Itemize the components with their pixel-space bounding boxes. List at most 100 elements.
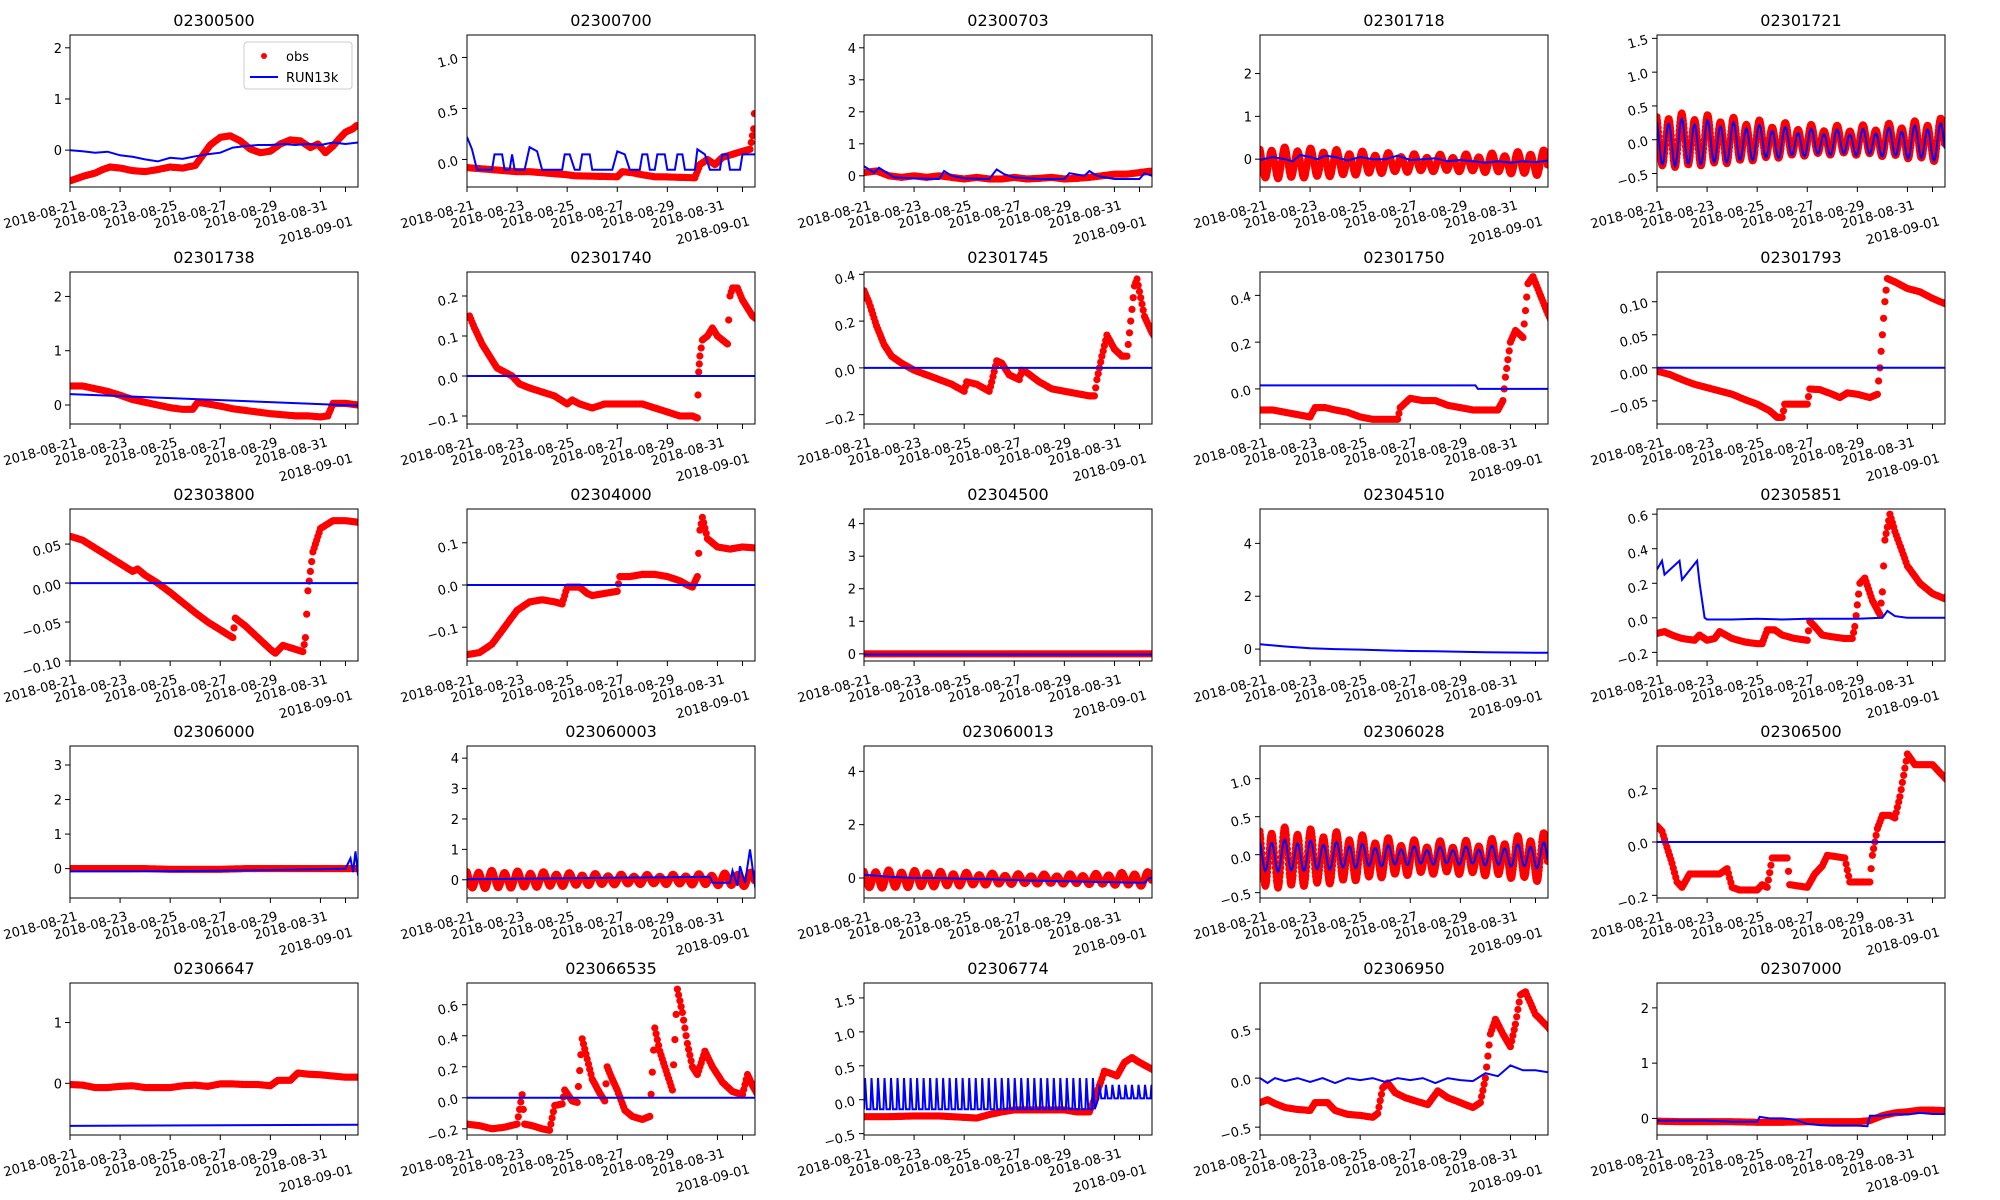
obs-point — [1124, 340, 1132, 349]
model-series-line — [70, 851, 358, 876]
obs-point — [1158, 650, 1165, 657]
y-tick-label: 1.5 — [1626, 33, 1650, 53]
subplot-title: 02301750 — [1363, 248, 1444, 267]
y-tick-label: 0.5 — [436, 103, 460, 123]
subplot-title: 02301793 — [1760, 248, 1841, 267]
y-tick-label: 1.0 — [436, 52, 460, 72]
obs-point — [1552, 327, 1559, 334]
obs-point — [366, 402, 373, 409]
obs-point — [1138, 300, 1146, 308]
subplot-title: 02300500 — [173, 11, 254, 30]
obs-point — [1155, 650, 1162, 657]
y-tick-label: 0.5 — [1626, 100, 1650, 120]
obs-point — [1803, 400, 1811, 408]
obs-point — [760, 319, 767, 326]
y-tick-label: 0 — [54, 144, 62, 159]
obs-point — [1942, 593, 1945, 601]
subplot-02301738: 023017380122018-08-212018-08-232018-08-2… — [2, 248, 373, 485]
subplot-02301721: 02301721−0.50.00.51.01.52018-08-212018-0… — [1589, 11, 1946, 248]
subplot-02304500: 02304500012342018-08-212018-08-232018-08… — [796, 485, 1165, 722]
obs-point — [1092, 384, 1100, 392]
plot-area — [70, 382, 373, 421]
obs-point — [613, 587, 621, 595]
legend-label-model: RUN13k — [286, 71, 339, 86]
obs-point — [747, 138, 755, 147]
axes-frame — [466, 34, 756, 188]
obs-point — [614, 580, 623, 588]
obs-point — [1137, 294, 1145, 302]
model-series-line — [1657, 116, 1945, 169]
subplot-02300500: 023005000122018-08-212018-08-232018-08-2… — [2, 11, 359, 248]
plot-area — [864, 650, 1165, 658]
plot-area — [864, 165, 1152, 183]
obs-point — [360, 520, 367, 527]
y-tick-label: 0.00 — [31, 577, 63, 599]
axes-frame — [1259, 34, 1549, 188]
y-tick-label: 3 — [848, 74, 856, 89]
obs-point — [1123, 352, 1131, 360]
subplot-title: 02306000 — [173, 722, 254, 741]
plot-area — [70, 517, 373, 657]
y-tick-label: 0 — [848, 170, 856, 185]
obs-point — [1951, 580, 1958, 587]
obs-point — [364, 402, 371, 409]
obs-point — [694, 391, 702, 399]
plot-area — [467, 284, 770, 422]
obs-point — [1139, 306, 1147, 314]
obs-point — [1946, 589, 1953, 596]
y-tick-label: 0.0 — [1229, 383, 1253, 403]
subplot-title: 02303800 — [173, 485, 254, 504]
obs-point — [1948, 292, 1955, 299]
obs-point — [756, 318, 763, 325]
obs-point — [1149, 331, 1152, 339]
obs-point — [758, 544, 765, 551]
obs-point — [725, 316, 733, 324]
obs-point — [1155, 339, 1162, 346]
subplot-02304510: 023045100242018-08-212018-08-232018-08-2… — [1192, 485, 1549, 722]
obs-point — [1877, 347, 1885, 355]
axes-frame — [1656, 508, 1946, 662]
plot-area — [1260, 643, 1548, 654]
axes-frame — [1259, 508, 1549, 662]
obs-point — [1881, 536, 1889, 544]
model-series-line — [1657, 557, 1945, 621]
plot-area — [70, 122, 358, 185]
axes-frame — [466, 271, 756, 425]
obs-point — [750, 125, 755, 133]
obs-point — [1127, 317, 1135, 325]
subplot-title: 02304000 — [570, 485, 651, 504]
obs-point — [1803, 636, 1811, 644]
y-tick-label: 0.6 — [1626, 509, 1650, 529]
obs-series — [1657, 275, 1955, 421]
axes-frame — [69, 34, 359, 188]
y-tick-label: 0.10 — [1618, 296, 1650, 318]
y-tick-label: 0.4 — [833, 269, 857, 289]
obs-series — [864, 275, 1162, 400]
obs-point — [1125, 329, 1134, 337]
plot-area — [1657, 275, 1955, 421]
obs-point — [1553, 329, 1560, 336]
y-tick-label: 0.00 — [1618, 362, 1650, 384]
obs-point — [1878, 331, 1886, 339]
obs-point — [308, 558, 316, 566]
y-tick-label: 0.0 — [833, 362, 857, 382]
obs-point — [763, 544, 770, 551]
obs-point — [1519, 333, 1527, 342]
axes-frame — [69, 745, 359, 899]
y-tick-label: −0.2 — [1616, 647, 1650, 670]
obs-point — [1147, 167, 1152, 175]
obs-point — [752, 544, 755, 552]
obs-point — [1394, 415, 1402, 423]
model-series-line — [70, 393, 358, 407]
subplot-title: 02301718 — [1363, 11, 1444, 30]
obs-series — [70, 122, 358, 185]
obs-point — [1855, 590, 1863, 598]
obs-point — [366, 521, 373, 528]
obs-point — [763, 317, 770, 324]
obs-point — [696, 352, 704, 360]
obs-point — [756, 544, 763, 551]
y-tick-label: 2 — [1244, 590, 1252, 605]
obs-point — [760, 544, 767, 551]
obs-point — [761, 544, 768, 551]
obs-point — [1880, 314, 1888, 322]
